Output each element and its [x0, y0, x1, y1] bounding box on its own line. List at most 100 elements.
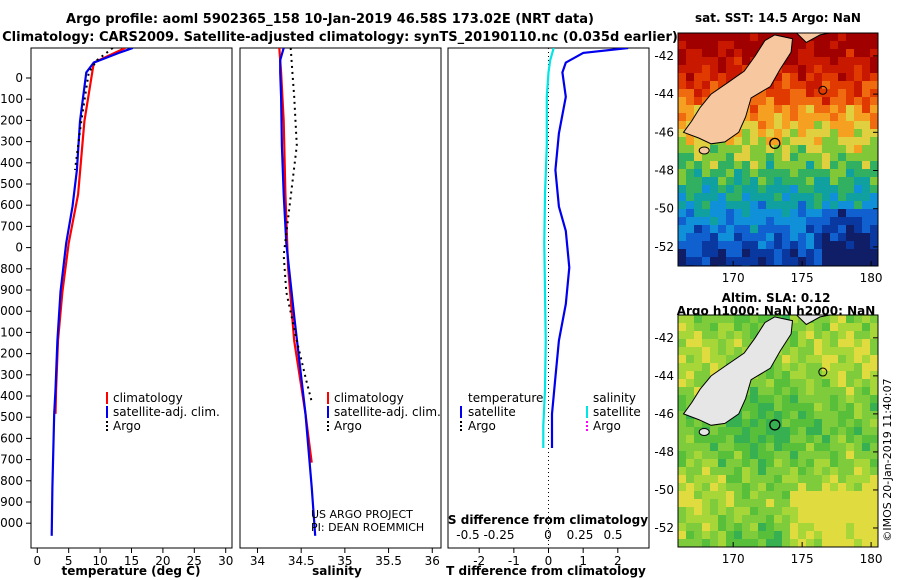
- map-cell: [862, 507, 870, 515]
- map-cell: [798, 249, 806, 257]
- map-cell: [846, 185, 854, 193]
- map-cell: [870, 233, 878, 241]
- map-cell: [718, 33, 726, 41]
- map-cell: [854, 475, 862, 483]
- map-cell: [790, 129, 798, 137]
- map-cell: [758, 395, 766, 403]
- map-cell: [846, 153, 854, 161]
- map-cell: [750, 443, 758, 451]
- map-cell: [870, 241, 878, 249]
- map-cell: [822, 97, 830, 105]
- map-x-tick-label: 175: [791, 552, 814, 566]
- map-cell: [726, 193, 734, 201]
- map-cell: [798, 411, 806, 419]
- map-cell: [694, 177, 702, 185]
- depth-tick-label: 100: [0, 92, 23, 106]
- map-cell: [766, 97, 774, 105]
- map-cell: [766, 515, 774, 523]
- chatham-rise-feature: [818, 85, 828, 95]
- map-cell: [694, 523, 702, 531]
- map-cell: [726, 515, 734, 523]
- map-cell: [710, 153, 718, 161]
- s-difference-label: S difference from climatology: [448, 513, 648, 527]
- map-cell: [686, 217, 694, 225]
- map-cell: [766, 499, 774, 507]
- map-cell: [862, 185, 870, 193]
- map-cell: [790, 419, 798, 427]
- map-cell: [710, 41, 718, 49]
- map-cell: [814, 113, 822, 121]
- map-cell: [758, 459, 766, 467]
- map-cell: [846, 475, 854, 483]
- map-cell: [798, 475, 806, 483]
- map-cell: [718, 331, 726, 339]
- map-cell: [742, 201, 750, 209]
- map-cell: [782, 121, 790, 129]
- x-tick-label: 15: [124, 554, 139, 568]
- depth-tick-label: 1300: [0, 368, 23, 382]
- map-cell: [750, 475, 758, 483]
- map-cell: [742, 403, 750, 411]
- map-cell: [838, 323, 846, 331]
- map-cell: [726, 233, 734, 241]
- map-cell: [870, 355, 878, 363]
- map-cell: [862, 395, 870, 403]
- map-x-tick-label: 175: [791, 271, 814, 285]
- x-tick-label: 34.5: [288, 554, 315, 568]
- map-cell: [870, 515, 878, 523]
- map-cell: [838, 137, 846, 145]
- map-cell: [686, 169, 694, 177]
- map-cell: [846, 371, 854, 379]
- map-cell: [678, 363, 686, 371]
- map-cell: [766, 177, 774, 185]
- map-cell: [846, 507, 854, 515]
- map-cell: [814, 355, 822, 363]
- map-cell: [702, 371, 710, 379]
- map-y-tick-label: -46: [654, 407, 674, 421]
- map-cell: [854, 395, 862, 403]
- map-cell: [846, 443, 854, 451]
- map-cell: [774, 153, 782, 161]
- map-cell: [686, 379, 694, 387]
- map-cell: [742, 475, 750, 483]
- map-cell: [846, 233, 854, 241]
- map-cell: [806, 201, 814, 209]
- map-cell: [734, 209, 742, 217]
- map-cell: [862, 89, 870, 97]
- map-cell: [782, 145, 790, 153]
- map-cell: [822, 185, 830, 193]
- map-cell: [678, 65, 686, 73]
- salinity-xlabel: salinity: [312, 564, 362, 578]
- map-cell: [686, 209, 694, 217]
- map-cell: [742, 185, 750, 193]
- map-cell: [750, 507, 758, 515]
- map-cell: [798, 209, 806, 217]
- map-cell: [758, 515, 766, 523]
- map-cell: [758, 507, 766, 515]
- map-cell: [854, 507, 862, 515]
- argo-float-marker: [769, 137, 781, 150]
- map-cell: [846, 499, 854, 507]
- map-cell: [718, 233, 726, 241]
- sst-map-title: sat. SST: 14.5 Argo: NaN: [695, 11, 861, 25]
- map-cell: [758, 169, 766, 177]
- map-cell: [854, 249, 862, 257]
- map-cell: [870, 57, 878, 65]
- map-cell: [702, 201, 710, 209]
- map-cell: [822, 419, 830, 427]
- series-argo: [282, 48, 313, 402]
- map-cell: [742, 153, 750, 161]
- map-cell: [822, 339, 830, 347]
- depth-tick-label: 2000: [0, 516, 23, 530]
- map-cell: [830, 137, 838, 145]
- map-cell: [758, 113, 766, 121]
- map-cell: [830, 89, 838, 97]
- map-cell: [694, 419, 702, 427]
- map-cell: [710, 169, 718, 177]
- map-cell: [870, 105, 878, 113]
- map-cell: [790, 33, 798, 41]
- map-cell: [822, 459, 830, 467]
- map-cell: [846, 451, 854, 459]
- map-cell: [806, 515, 814, 523]
- map-cell: [838, 177, 846, 185]
